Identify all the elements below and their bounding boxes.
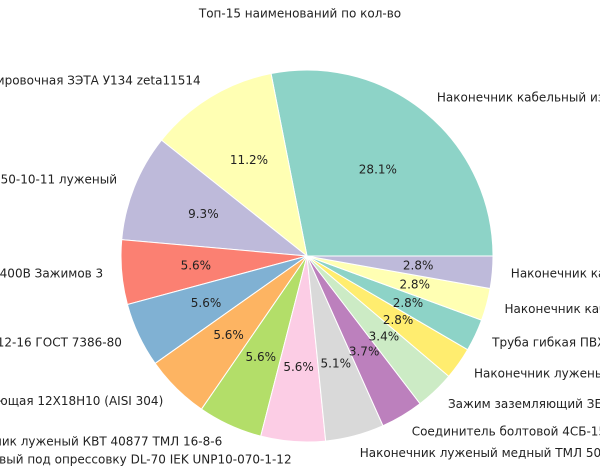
value-label: 2.8% xyxy=(393,296,424,310)
pie-slice xyxy=(121,139,309,257)
value-label: 3.4% xyxy=(369,329,400,343)
value-label: 5.1% xyxy=(321,356,352,370)
value-label: 5.6% xyxy=(213,328,244,342)
chart-title: Топ-15 наименований по кол-во xyxy=(198,7,401,21)
slice-label: Соединитель болтовой 4СБ-15 xyxy=(412,424,600,438)
value-label: 2.8% xyxy=(383,313,414,327)
slice-label: левый под опрессовку DL-70 IEK UNP10-070… xyxy=(0,453,292,467)
slice-label: еющая 12Х18Н10 (AISI 304) xyxy=(0,394,163,408)
slice-label: Наконечник луженый xyxy=(474,367,600,381)
pie-slice xyxy=(160,72,308,258)
slice-label: Труба гибкая ПВХ xyxy=(491,336,600,350)
value-label: 5.6% xyxy=(246,350,277,364)
value-label: 9.3% xyxy=(188,207,219,221)
slice-label: Наконечник ка xyxy=(511,266,600,280)
value-label: 5.6% xyxy=(283,360,314,374)
slice-label: ник луженый КВТ 40877 ТМЛ 16-8-6 xyxy=(0,435,222,449)
value-label: 3.7% xyxy=(349,344,380,358)
slice-label: Л 50-10-11 луженый xyxy=(0,173,117,187)
pie-slice xyxy=(306,255,494,290)
value-label: 5.6% xyxy=(181,258,212,272)
value-label: 2.8% xyxy=(399,278,430,292)
slice-label: Зажим заземляющий ЗЕ xyxy=(448,397,600,411)
value-label: 5.6% xyxy=(191,296,222,310)
slice-label: 400В Зажимов 3 xyxy=(0,266,103,280)
slice-label: Наконечник луженый медный ТМЛ 50- xyxy=(360,446,600,460)
pie-slice xyxy=(270,69,494,257)
slice-label: Наконечник кабельный из xyxy=(437,90,600,104)
value-label: 11.2% xyxy=(230,153,268,167)
value-label: 28.1% xyxy=(359,162,397,176)
slice-label: Наконечник кабе xyxy=(505,302,600,316)
value-label: 2.8% xyxy=(403,258,434,272)
slice-label: кировочная ЗЭТА У134 zeta11514 xyxy=(0,74,201,88)
slice-label: -12-16 ГОСТ 7386-80 xyxy=(0,336,122,350)
